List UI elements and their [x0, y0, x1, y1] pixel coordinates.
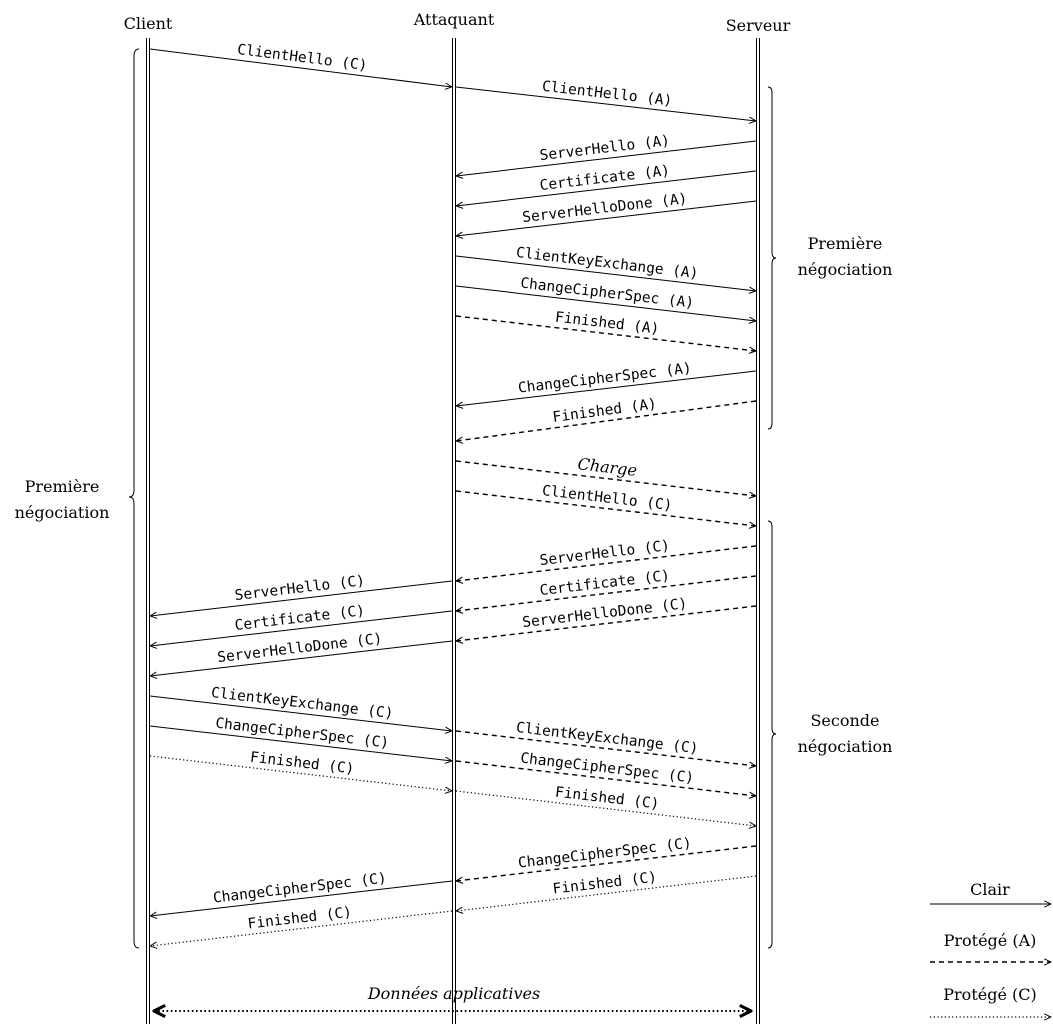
message-label: Finished (A) [554, 310, 660, 338]
application-data-label: Données applicatives [367, 984, 540, 1003]
message-label: Finished (C) [249, 750, 355, 778]
message-label: ClientHello (A) [541, 79, 673, 110]
message-arrow [455, 790, 756, 826]
brace-first-negotiation-server [767, 86, 777, 430]
brace-second-negotiation-server [767, 520, 777, 949]
message-arrow [456, 370, 757, 406]
participant-server-label: Serveur [726, 16, 791, 35]
brace-second-negotiation-label-2: négociation [798, 737, 893, 756]
brace-first-negotiation-client [128, 48, 140, 949]
message-arrow [455, 86, 756, 121]
message-arrow [149, 755, 452, 791]
message-label: ClientHello (C) [236, 42, 368, 74]
message-label: ChangeCipherSpec (C) [212, 871, 387, 907]
message-label: Certificate (C) [539, 568, 671, 599]
lifeline-attacker [452, 38, 456, 1024]
message-label: Certificate (C) [234, 603, 366, 634]
brace-second-negotiation-label-1: Seconde [810, 711, 879, 730]
message-label: ClientKeyExchange (C) [210, 685, 394, 722]
message-arrow [455, 285, 756, 321]
message-arrow [455, 255, 756, 291]
message-arrow [149, 725, 452, 761]
brace-client-negotiation-label-2: négociation [15, 503, 110, 522]
message-label: ChangeCipherSpec (C) [520, 751, 695, 787]
message-label: ChangeCipherSpec (C) [517, 836, 692, 872]
message-arrow [456, 875, 757, 911]
message-label: ServerHello (C) [539, 538, 671, 569]
message-label: Certificate (A) [539, 163, 671, 194]
message-label: ChangeCipherSpec (A) [517, 361, 692, 397]
message-label: ServerHelloDone (C) [522, 596, 689, 631]
brace-first-negotiation-label-1: Première [808, 234, 883, 253]
legend-protected-a-label: Protégé (A) [944, 931, 1037, 950]
lifeline-client [146, 38, 150, 1024]
message-arrow [150, 580, 453, 616]
message-arrow [456, 400, 757, 441]
message-label: ClientKeyExchange (A) [515, 245, 699, 282]
message-arrow [150, 640, 453, 676]
message-arrow [150, 610, 453, 646]
message-label: Finished (C) [247, 905, 353, 933]
brace-first-negotiation-label-2: négociation [798, 260, 893, 279]
participant-client-label: Client [124, 14, 173, 33]
brace-client-negotiation-label-1: Première [25, 477, 100, 496]
lifeline-server [756, 38, 760, 1024]
message-label: ClientHello (C) [541, 483, 673, 514]
legend-protected-c-label: Protégé (C) [943, 985, 1036, 1004]
message-arrow [149, 695, 452, 731]
message-arrow [150, 910, 453, 946]
message-label: Finished (A) [552, 396, 658, 426]
message-label: ServerHello (A) [539, 133, 671, 164]
message-label: ServerHello (C) [234, 573, 366, 604]
message-arrow [456, 200, 757, 236]
message-label: ServerHelloDone (C) [217, 631, 384, 666]
message-arrow [149, 48, 452, 87]
message-label: ServerHelloDone (A) [522, 191, 689, 226]
legend-clear-label: Clair [970, 880, 1010, 899]
message-arrow [150, 880, 453, 916]
legend: Clair Protégé (A) Protégé (C) [930, 880, 1051, 1017]
message-label: ClientKeyExchange (C) [515, 720, 699, 757]
participant-attacker-label: Attaquant [413, 10, 495, 29]
message-arrow [456, 170, 757, 206]
message-arrow [456, 140, 757, 176]
